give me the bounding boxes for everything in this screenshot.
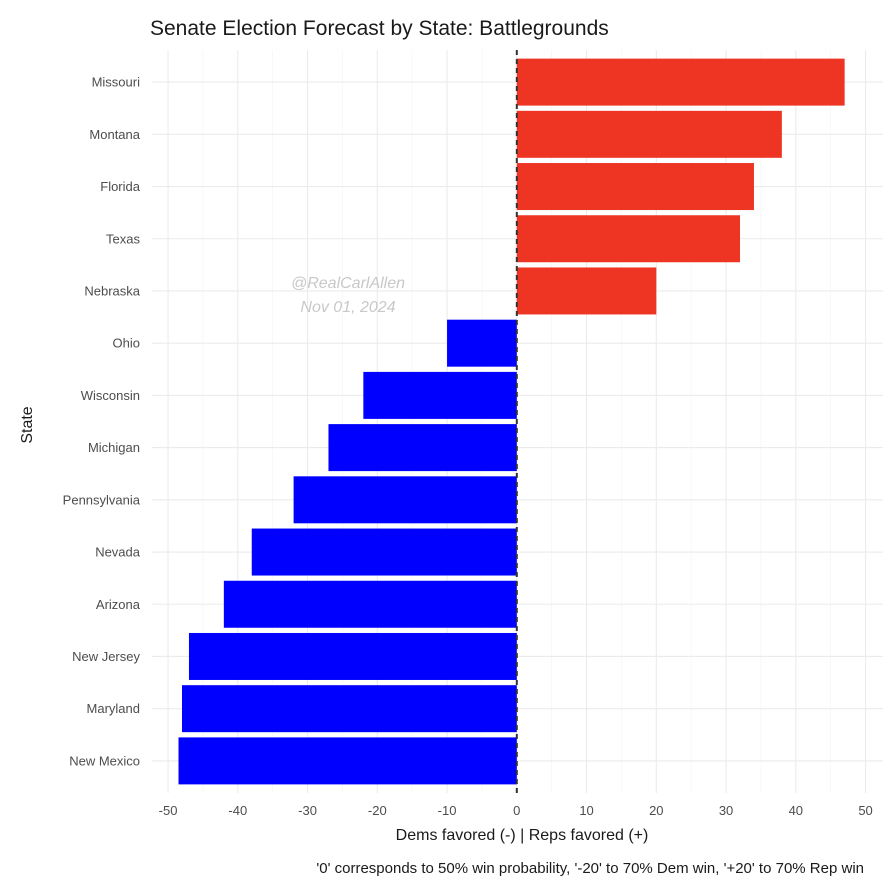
- bar-maryland: [181, 685, 517, 733]
- bar-pennsylvania: [293, 476, 517, 524]
- bar-new-jersey: [188, 632, 517, 680]
- y-tick-label: Wisconsin: [81, 388, 140, 403]
- x-tick-label: 10: [579, 803, 593, 818]
- y-tick-label: Florida: [100, 179, 141, 194]
- x-axis-ticks: -50 -40 -30 -20 -10 0 10 20 30 40 50: [159, 803, 873, 818]
- y-tick-label: Nevada: [95, 545, 141, 560]
- y-tick-label: Pennsylvania: [63, 492, 141, 507]
- bar-nevada: [251, 528, 517, 576]
- x-tick-label: 0: [513, 803, 520, 818]
- chart-title: Senate Election Forecast by State: Battl…: [150, 17, 609, 40]
- watermark-handle: @RealCarlAllen: [291, 275, 405, 292]
- bar-montana: [516, 110, 782, 158]
- y-tick-label: Montana: [89, 127, 140, 142]
- bar-wisconsin: [363, 371, 517, 419]
- bars: [178, 58, 845, 785]
- bar-arizona: [223, 580, 517, 628]
- chart-caption: '0' corresponds to 50% win probability, …: [316, 860, 864, 877]
- y-axis-title: State: [19, 406, 36, 443]
- x-axis-title: Dems favored (-) | Reps favored (+): [396, 827, 649, 844]
- y-tick-label: Michigan: [88, 440, 140, 455]
- y-tick-label: Arizona: [96, 597, 141, 612]
- bar-missouri: [516, 58, 845, 106]
- watermark-date: Nov 01, 2024: [300, 299, 395, 316]
- bar-ohio: [447, 319, 517, 367]
- bar-florida: [516, 163, 754, 211]
- y-axis-ticks: Missouri Montana Florida Texas Nebraska Ohio W…: [63, 75, 141, 769]
- x-tick-label: -30: [298, 803, 317, 818]
- y-tick-label: New Jersey: [72, 649, 140, 664]
- x-tick-label: -40: [228, 803, 247, 818]
- bar-texas: [516, 215, 741, 263]
- x-tick-label: 20: [649, 803, 663, 818]
- y-tick-label: Nebraska: [84, 283, 140, 298]
- bar-nebraska: [516, 267, 657, 315]
- y-tick-label: Texas: [106, 231, 140, 246]
- x-tick-label: 40: [789, 803, 803, 818]
- x-tick-label: -20: [368, 803, 387, 818]
- y-tick-label: Missouri: [92, 75, 141, 90]
- x-tick-label: -50: [159, 803, 178, 818]
- x-tick-label: 50: [858, 803, 872, 818]
- y-tick-label: New Mexico: [69, 753, 140, 768]
- x-tick-label: -10: [438, 803, 457, 818]
- x-tick-label: 30: [719, 803, 733, 818]
- y-tick-label: Ohio: [113, 336, 140, 351]
- y-tick-label: Maryland: [87, 701, 140, 716]
- bar-new-mexico: [178, 737, 517, 785]
- bar-michigan: [328, 424, 517, 472]
